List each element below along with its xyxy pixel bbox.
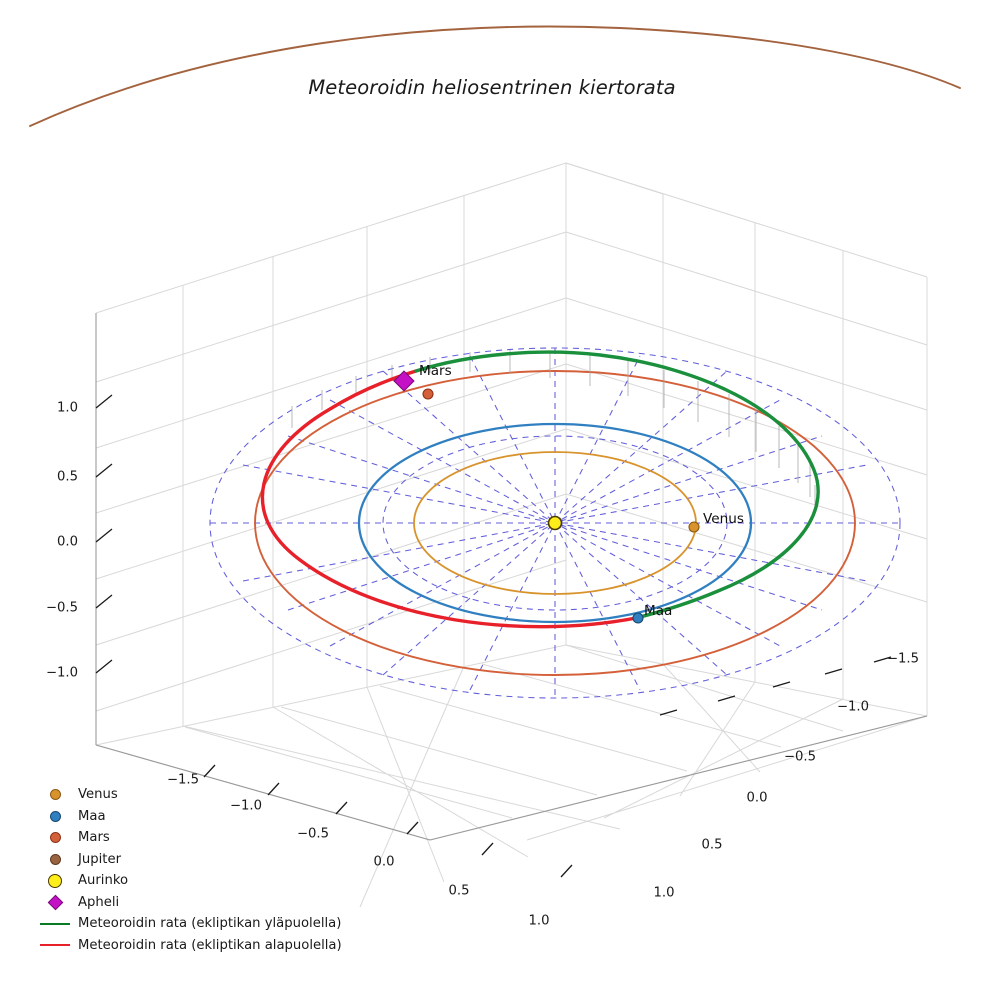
x-axis-spine (95, 744, 431, 841)
x-tick-2: −0.5 (296, 826, 330, 842)
y-tick-3: 0.0 (746, 790, 768, 806)
legend-marker-venus (32, 789, 78, 801)
y-tick-2: −0.5 (783, 749, 817, 765)
plot-label-maa: Maa (644, 603, 673, 619)
marker-maa (632, 612, 644, 624)
x-tick-5: 1.0 (528, 913, 550, 929)
meteoroid-orbit-below-ecliptic (260, 369, 638, 629)
legend-marker-apheli (32, 894, 78, 911)
legend-item[interactable]: Meteoroidin rata (ekliptikan yläpuolella… (32, 913, 382, 935)
legend-item-label: Jupiter (78, 851, 121, 867)
legend-marker-jupiter (32, 853, 78, 865)
legend-item-label: Apheli (78, 894, 120, 910)
legend-item-label: Venus (78, 787, 118, 803)
legend-line-above-ecliptic (32, 922, 78, 925)
x-tick-4: 0.5 (448, 883, 470, 899)
legend-marker-aurinko (32, 873, 78, 888)
orbit-jupiter (29, 25, 961, 127)
marker-aurinko (547, 515, 563, 531)
legend-item[interactable]: Maa (32, 806, 382, 828)
x-tick-3: 0.0 (373, 854, 395, 870)
legend: Venus Maa Mars Jupiter Aurinko Apheli Meteoroi… (32, 784, 382, 956)
marker-venus (688, 521, 700, 533)
plot-label-venus: Venus (703, 511, 744, 527)
legend-item-label: Meteoroidin rata (ekliptikan alapuolella… (78, 937, 342, 953)
orbit-maa (357, 422, 753, 624)
legend-item[interactable]: Mars (32, 827, 382, 849)
z-tick-4: −1.0 (45, 665, 78, 681)
z-tick-1: 0.5 (57, 469, 78, 485)
plot-label-mars: Mars (419, 363, 452, 379)
z-tick-2: 0.0 (57, 534, 78, 550)
legend-item-label: Maa (78, 808, 106, 824)
meteoroid-orbit-above-ecliptic (414, 350, 820, 620)
legend-item[interactable]: Apheli (32, 892, 382, 914)
marker-apheli (393, 370, 415, 392)
page-title: Meteoroidin heliosentrinen kiertorata (308, 76, 676, 99)
orbit-mars (254, 370, 856, 676)
pane-right-wall (565, 162, 928, 716)
legend-item-label: Meteoroidin rata (ekliptikan yläpuolella… (78, 916, 342, 932)
y-tick-1: −1.0 (836, 699, 870, 715)
y-axis-spine (429, 715, 928, 841)
legend-item[interactable]: Meteoroidin rata (ekliptikan alapuolella… (32, 935, 382, 957)
z-tick-3: −0.5 (45, 600, 78, 616)
legend-item-label: Aurinko (78, 873, 129, 889)
pane-left-wall (95, 162, 567, 745)
axis-ticks (95, 394, 892, 878)
legend-marker-maa (32, 810, 78, 822)
legend-item-label: Mars (78, 830, 110, 846)
legend-marker-mars (32, 832, 78, 844)
marker-mars (422, 388, 434, 400)
z-tick-0: 1.0 (57, 400, 78, 416)
y-tick-0: −1.5 (886, 651, 920, 667)
meteoroid-droplines (291, 350, 816, 511)
y-tick-4: 0.5 (701, 837, 723, 853)
x-tick-1: −1.0 (229, 798, 263, 814)
legend-line-below-ecliptic (32, 944, 78, 947)
y-tick-5: 1.0 (653, 885, 675, 901)
legend-item[interactable]: Aurinko (32, 870, 382, 892)
x-tick-0: −1.5 (166, 772, 200, 788)
legend-item[interactable]: Venus (32, 784, 382, 806)
legend-item[interactable]: Jupiter (32, 849, 382, 871)
